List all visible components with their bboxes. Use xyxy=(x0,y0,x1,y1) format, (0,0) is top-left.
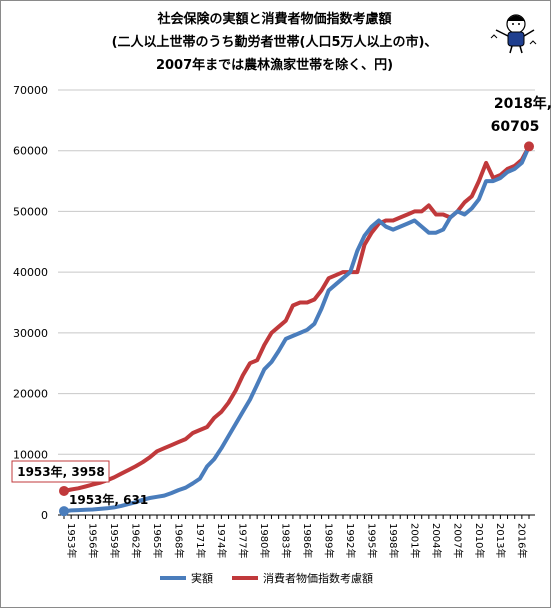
x-tick-label: 1986年 xyxy=(301,523,314,558)
x-tick-label: 1953年 xyxy=(65,523,78,558)
y-tick-label: 30000 xyxy=(13,327,48,340)
x-tick-label: 1995年 xyxy=(365,523,378,558)
x-tick-label: 2013年 xyxy=(494,523,507,558)
y-tick-label: 70000 xyxy=(13,84,48,97)
legend: 実額 消費者物価指数考慮額 xyxy=(160,571,373,585)
x-tick-label: 1977年 xyxy=(237,523,250,558)
series-line-0 xyxy=(63,145,531,514)
x-tick-label: 2007年 xyxy=(451,523,464,558)
annotation-1953-actual: 1953年, 631 xyxy=(69,492,148,507)
gridlines xyxy=(58,89,535,455)
x-tick-label: 1971年 xyxy=(194,523,207,558)
y-tick-label: 20000 xyxy=(13,388,48,401)
annotation-box-1953-cpi xyxy=(11,460,110,483)
y-tick-label: 60000 xyxy=(13,145,48,158)
y-tick-label: 40000 xyxy=(13,266,48,279)
chart-title-line-2: (二人以上世帯のうち勤労者世帯(人口5万人以上の市)、 xyxy=(111,35,438,50)
x-tick-label: 1980年 xyxy=(258,523,271,558)
legend-label-cpi: 消費者物価指数考慮額 xyxy=(263,571,373,585)
y-tick-label: 0 xyxy=(41,509,48,522)
data-point-marker xyxy=(59,506,69,517)
series-layer xyxy=(59,141,534,517)
x-axis-ticks: 1953年 1956年 1959年 1962年 1965年 1968年 1971年 1974年… xyxy=(63,515,530,558)
x-tick-label: 1959年 xyxy=(108,523,121,558)
x-tick-label: 1968年 xyxy=(172,523,185,558)
x-tick-label: 2016年 xyxy=(516,523,529,558)
x-tick-label: 2010年 xyxy=(473,523,486,558)
chart-title-line-1: 社会保険の実額と消費者物価指数考慮額 xyxy=(157,12,392,27)
x-tick-label: 1992年 xyxy=(344,523,357,558)
y-tick-label: 50000 xyxy=(13,205,48,218)
legend-label-actual: 実額 xyxy=(191,571,213,585)
chart-title-line-3: 2007年までは農林漁家世帯を除く、円) xyxy=(155,58,394,73)
data-point-marker xyxy=(524,141,534,152)
annotation-2018-label: 2018年, xyxy=(494,95,551,112)
x-tick-label: 1983年 xyxy=(280,523,293,558)
y-axis-ticks: 0 10000 20000 30000 40000 50000 60000 70000 xyxy=(13,84,48,522)
x-tick-label: 2001年 xyxy=(408,523,421,558)
y-tick-label: 10000 xyxy=(13,448,48,461)
x-tick-label: 1962年 xyxy=(129,523,142,558)
x-tick-label: 1965年 xyxy=(151,523,164,558)
x-tick-label: 1998年 xyxy=(387,523,400,558)
annotations: 2018年, 60705 1953年, 3958 1953年, 631 xyxy=(11,95,551,507)
x-tick-label: 1989年 xyxy=(323,523,336,558)
x-tick-label: 2004年 xyxy=(430,523,443,558)
annotation-1953-cpi: 1953年, 3958 xyxy=(17,464,105,479)
x-tick-label: 1956年 xyxy=(86,523,99,558)
x-tick-label: 1974年 xyxy=(215,523,228,558)
series-line-1 xyxy=(63,145,531,493)
annotation-2018-value: 60705 xyxy=(491,119,540,135)
data-point-marker xyxy=(59,485,69,496)
mascot-illustration xyxy=(490,14,537,54)
